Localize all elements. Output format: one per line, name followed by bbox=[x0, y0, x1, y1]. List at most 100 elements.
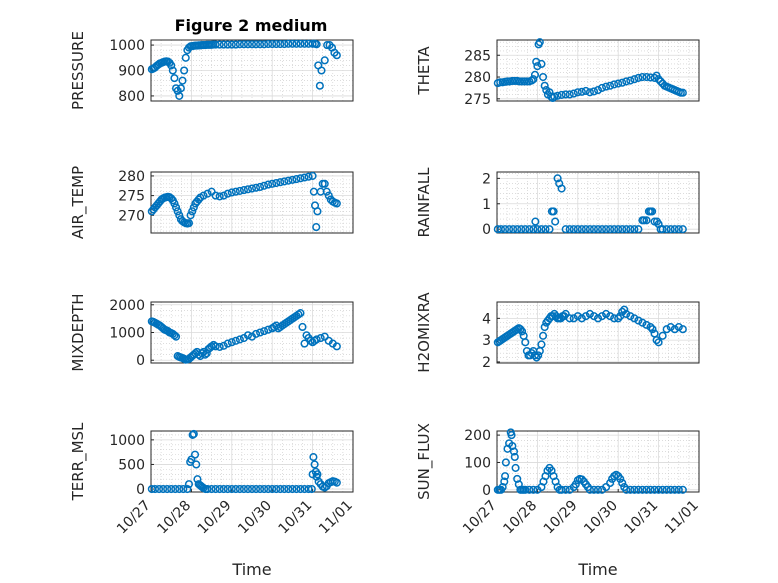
data-point bbox=[181, 53, 190, 62]
air-temp-panel: 270 275 280 AIR_TEMP bbox=[69, 166, 354, 239]
data-point bbox=[642, 485, 651, 494]
data-point bbox=[638, 485, 647, 494]
data-point bbox=[654, 338, 663, 347]
data-point bbox=[674, 225, 683, 234]
data-point bbox=[178, 76, 187, 85]
data-point bbox=[188, 430, 197, 439]
data-point bbox=[155, 484, 164, 494]
data-point bbox=[561, 309, 570, 319]
data-point bbox=[674, 323, 683, 332]
data-point bbox=[658, 225, 667, 234]
data-point bbox=[654, 485, 663, 494]
y-axis-label: RAINFALL bbox=[415, 167, 433, 238]
data-point bbox=[171, 332, 181, 341]
data-point bbox=[602, 483, 611, 492]
data-point bbox=[520, 77, 529, 86]
data-point bbox=[533, 62, 542, 71]
data-point bbox=[630, 225, 639, 234]
y-axis-label: TERR_MSL bbox=[69, 422, 88, 501]
data-point bbox=[593, 86, 603, 95]
data-point bbox=[678, 88, 687, 97]
data-point bbox=[243, 40, 253, 49]
data-point bbox=[597, 225, 607, 234]
data-point bbox=[510, 452, 519, 462]
data-point bbox=[239, 40, 248, 49]
data-point bbox=[569, 225, 578, 234]
data-point bbox=[652, 336, 661, 345]
data-point bbox=[194, 195, 203, 204]
data-point bbox=[662, 485, 671, 494]
data-point bbox=[256, 40, 265, 49]
data-point bbox=[585, 485, 594, 494]
data-point bbox=[320, 179, 329, 188]
y-axis-label: THETA bbox=[415, 46, 433, 96]
data-point bbox=[192, 460, 201, 469]
data-point bbox=[602, 225, 611, 234]
data-point bbox=[260, 484, 269, 494]
y-tick-label: 275 bbox=[464, 92, 491, 108]
x-tick-label: 10/27 bbox=[114, 498, 154, 538]
x-ticks: 10/27 10/28 10/29 10/30 10/31 11/01 bbox=[114, 489, 356, 537]
data-point bbox=[264, 40, 273, 49]
x-tick-label: 10/30 bbox=[581, 498, 621, 538]
data-point bbox=[670, 325, 679, 334]
data-point bbox=[548, 93, 557, 102]
data-point bbox=[280, 484, 289, 494]
sun-flux-panel: 0 100 200 10/27 10/28 10/29 10/30 10/31 11/01 S… bbox=[415, 423, 702, 579]
data-point bbox=[186, 211, 195, 220]
data-point bbox=[654, 75, 663, 84]
data-point bbox=[313, 207, 322, 216]
data-point bbox=[264, 484, 273, 494]
data-point bbox=[530, 70, 540, 79]
data-point bbox=[622, 485, 631, 494]
data-point bbox=[551, 217, 560, 226]
data-point bbox=[231, 484, 240, 494]
data-point bbox=[284, 484, 293, 494]
data-point bbox=[626, 312, 635, 321]
axes-frame bbox=[496, 301, 700, 364]
data-point bbox=[188, 207, 197, 216]
data-point bbox=[537, 225, 546, 234]
data-point bbox=[581, 225, 590, 234]
data-points bbox=[493, 38, 687, 102]
data-point bbox=[616, 474, 625, 483]
data-point bbox=[577, 475, 586, 484]
data-point bbox=[312, 223, 321, 232]
data-point bbox=[501, 225, 510, 234]
data-point bbox=[507, 431, 516, 440]
data-point bbox=[539, 72, 548, 82]
data-point bbox=[581, 86, 590, 96]
data-point bbox=[171, 484, 180, 494]
data-point bbox=[332, 478, 341, 487]
data-point bbox=[638, 318, 647, 327]
data-point bbox=[561, 485, 570, 494]
data-point bbox=[622, 309, 631, 319]
data-point bbox=[569, 314, 578, 323]
data-point bbox=[678, 485, 687, 494]
x-tick-label: 10/29 bbox=[541, 498, 581, 538]
data-point bbox=[173, 207, 182, 216]
y-ticks: 0 100 200 bbox=[464, 428, 500, 499]
data-point bbox=[268, 179, 277, 188]
data-point bbox=[251, 329, 261, 338]
data-point bbox=[513, 225, 522, 234]
data-point bbox=[159, 484, 168, 494]
data-point bbox=[597, 83, 607, 92]
data-point bbox=[211, 40, 220, 49]
data-points bbox=[147, 309, 341, 364]
data-point bbox=[175, 484, 184, 494]
data-point bbox=[322, 187, 331, 196]
data-point bbox=[521, 485, 530, 494]
data-point bbox=[535, 38, 544, 47]
data-point bbox=[626, 76, 635, 85]
data-point bbox=[272, 484, 281, 494]
y-tick-label: 0 bbox=[136, 482, 145, 498]
data-point bbox=[320, 332, 329, 341]
axes-frame bbox=[496, 430, 700, 493]
data-point bbox=[630, 314, 639, 323]
data-point bbox=[534, 351, 543, 360]
y-tick-label: 2 bbox=[482, 355, 491, 371]
data-point bbox=[219, 191, 228, 200]
y-ticks: 800 900 1000 bbox=[109, 38, 154, 105]
